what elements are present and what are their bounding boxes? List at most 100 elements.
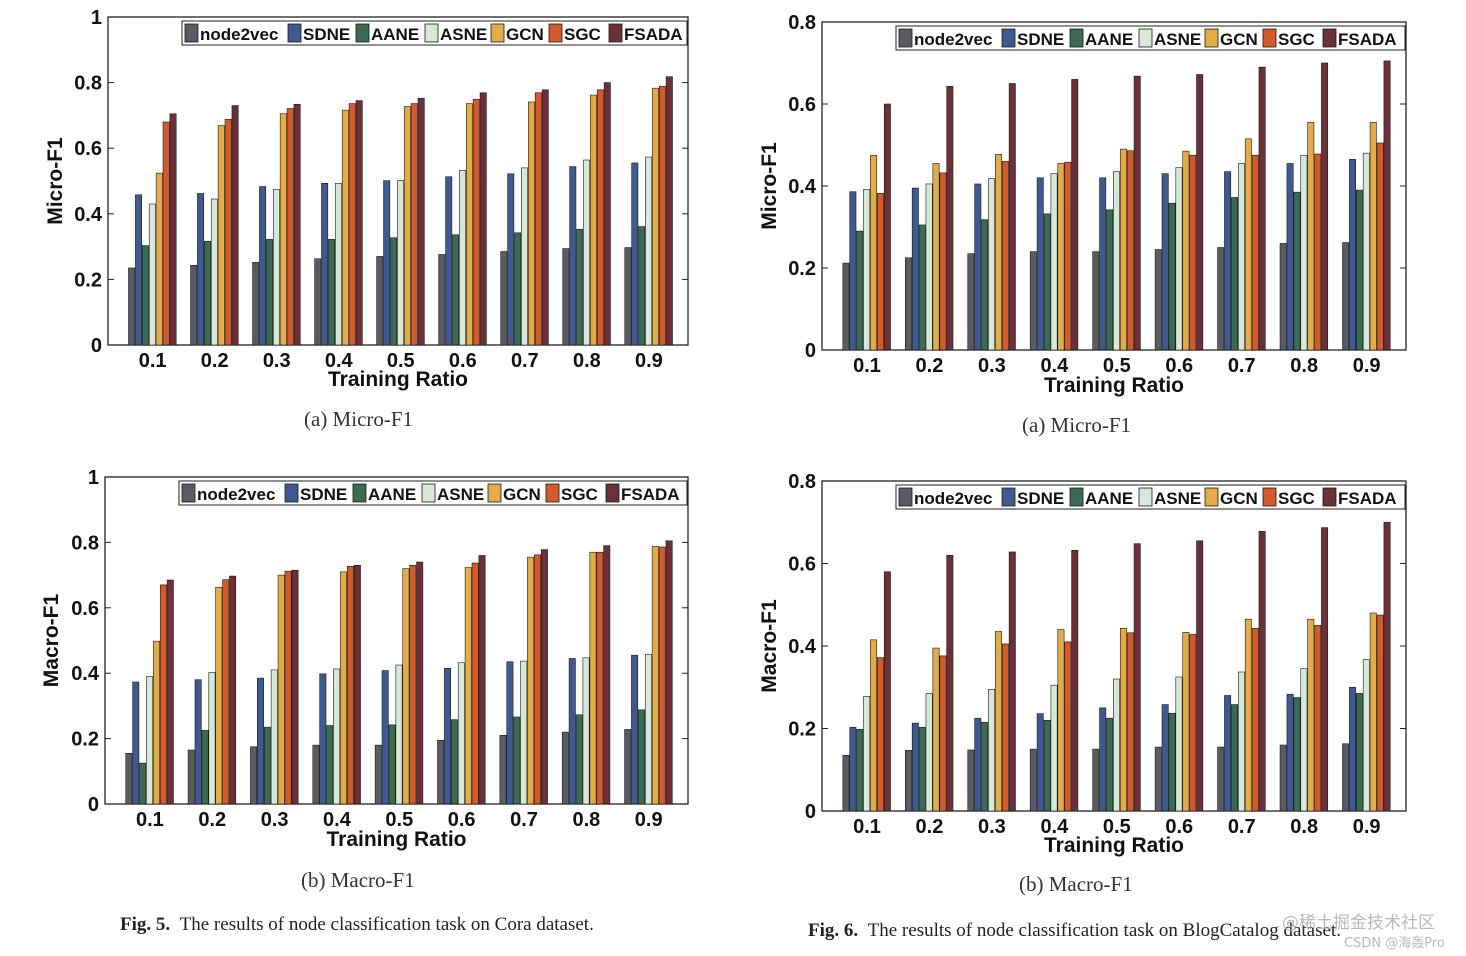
cora-micro-xtick-label: 0.2 xyxy=(201,350,229,372)
cora-micro-bar-aane-0.4 xyxy=(328,239,336,346)
cora-micro-bar-sdne-0.1 xyxy=(135,194,143,346)
cora-macro-legend-label-aane: AANE xyxy=(368,485,416,504)
cora-macro-bar-sdne-0.4 xyxy=(319,673,327,805)
blog-macro-legend-label-asne: ASNE xyxy=(1154,489,1201,508)
cora-macro-bar-sgc-0.4 xyxy=(347,565,354,805)
blog-macro-bar-sdne-0.3 xyxy=(974,717,982,812)
cora-macro-bar-aane-0.3 xyxy=(263,726,271,805)
blog-micro-bar-sdne-0.6 xyxy=(1161,173,1169,351)
cora-macro-subcaption: (b) Macro-F1 xyxy=(301,868,415,892)
blog-macro-bar-node2vec-0.5 xyxy=(1092,748,1100,812)
cora-micro-bar-fsada-0.3 xyxy=(293,103,301,346)
cora-macro-bar-sdne-0.6 xyxy=(444,667,452,805)
cora-micro-legend: node2vec SDNE AANE ASNE GCN SGC FSADA xyxy=(181,20,688,46)
blog-macro-bar-fsada-0.1 xyxy=(883,571,891,812)
blog-micro-legend-label-node2vec: node2vec xyxy=(914,30,992,49)
cora-micro-legend-label-node2vec: node2vec xyxy=(200,25,278,44)
cora-micro-bar-asne-0.7 xyxy=(521,167,529,346)
cora-macro-bar-fsada-0.1 xyxy=(166,579,174,805)
cora-macro-bar-asne-0.7 xyxy=(520,660,528,805)
cora-micro-bar-node2vec-0.6 xyxy=(438,254,446,346)
cora-macro-xtick-label: 0.3 xyxy=(261,809,289,831)
blog-micro-bar-gcn-0.9 xyxy=(1369,122,1377,351)
blog-micro-xtick-label: 0.2 xyxy=(916,355,944,377)
blog-micro-subcaption: (a) Micro-F1 xyxy=(1022,413,1132,437)
blog-macro-ytick-label: 0.2 xyxy=(788,719,816,741)
cora-micro-legend-swatch-asne xyxy=(424,23,439,43)
cora-macro-bar-asne-0.2 xyxy=(208,672,216,805)
blog-micro-bar-sgc-0.7 xyxy=(1251,154,1259,351)
cora-micro-xtick-label: 0.3 xyxy=(263,350,291,372)
blog-micro-bar-sdne-0.8 xyxy=(1286,163,1294,351)
cora-micro-bar-aane-0.9 xyxy=(638,226,646,346)
blog-macro-legend-swatch-sgc xyxy=(1262,487,1277,507)
blog-macro-bar-sgc-0.4 xyxy=(1064,641,1072,812)
cora-micro-bar-gcn-0.5 xyxy=(403,106,411,346)
cora-micro-xtick-label: 0.7 xyxy=(511,350,539,372)
cora-macro-bar-asne-0.3 xyxy=(270,669,278,805)
cora-macro-legend-label-node2vec: node2vec xyxy=(197,485,275,504)
cora-micro-bar-sgc-0.6 xyxy=(472,99,480,346)
blog-macro-bar-sdne-0.6 xyxy=(1161,704,1169,812)
blog-macro-bar-gcn-0.3 xyxy=(995,631,1002,812)
blog-macro-bar-node2vec-0.3 xyxy=(967,749,975,812)
cora-micro-bar-sgc-0.8 xyxy=(596,89,604,346)
blog-macro-bar-node2vec-0.4 xyxy=(1029,748,1037,812)
cora-micro-bar-aane-0.2 xyxy=(204,241,211,346)
blog-micro-bar-gcn-0.7 xyxy=(1244,138,1252,351)
blog-macro-subcaption: (b) Macro-F1 xyxy=(1019,872,1133,896)
blog-macro-bar-aane-0.1 xyxy=(856,729,864,812)
blog-macro-bar-fsada-0.7 xyxy=(1258,531,1266,812)
cora-macro-legend: node2vec SDNE AANE ASNE GCN SGC FSADA xyxy=(178,480,688,506)
blog-micro-bar-sgc-0.1 xyxy=(877,193,884,351)
blog-micro-bar-aane-0.2 xyxy=(918,224,926,351)
cora-macro-bar-gcn-0.9 xyxy=(651,546,659,805)
cora-micro-bar-aane-0.7 xyxy=(514,232,522,346)
fig6-text: The results of node classification task … xyxy=(867,920,1341,941)
blog-macro-legend-label-sgc: SGC xyxy=(1278,489,1315,508)
cora-micro-legend-swatch-gcn xyxy=(490,23,505,43)
cora-micro-bar-sgc-0.2 xyxy=(224,119,232,346)
blog-micro-bar-fsada-0.4 xyxy=(1071,79,1079,351)
blog-micro-xtick-label: 0.7 xyxy=(1228,355,1256,377)
cora-macro-legend-label-sgc: SGC xyxy=(561,485,598,504)
cora-macro-ytick-label: 0.4 xyxy=(71,663,100,685)
cora-macro-xtick-label: 0.5 xyxy=(385,809,413,831)
blog-micro-bar-gcn-0.5 xyxy=(1119,148,1127,351)
cora-macro-bar-sgc-0.9 xyxy=(658,546,666,805)
cora-micro-legend-label-sdne: SDNE xyxy=(303,25,350,44)
cora-macro-legend-swatch-node2vec xyxy=(181,483,196,503)
blog-micro-legend-label-sgc: SGC xyxy=(1278,30,1315,49)
blog-micro-bar-asne-0.8 xyxy=(1300,154,1308,351)
blog-micro-legend-label-fsada: FSADA xyxy=(1338,30,1397,49)
blog-macro-bar-aane-0.3 xyxy=(981,722,989,812)
blog-micro-xlabel: Training Ratio xyxy=(1044,374,1184,397)
cora-micro-bar-node2vec-0.5 xyxy=(376,256,384,346)
cora-micro-xtick-label: 0.6 xyxy=(449,350,477,372)
cora-micro-bar-sdne-0.5 xyxy=(383,180,391,346)
cora-macro-bar-sdne-0.2 xyxy=(194,679,202,805)
blog-micro-legend-label-asne: ASNE xyxy=(1154,30,1201,49)
blog-macro-bar-asne-0.8 xyxy=(1300,668,1308,812)
cora-macro-legend-swatch-sdne xyxy=(284,483,299,503)
blog-macro-bar-aane-0.7 xyxy=(1231,704,1238,812)
blog-macro-bar-node2vec-0.8 xyxy=(1279,744,1287,812)
blog-macro-bar-asne-0.5 xyxy=(1113,678,1120,812)
blog-macro-legend-swatch-gcn xyxy=(1204,487,1219,507)
blog-micro-bar-aane-0.4 xyxy=(1043,213,1051,351)
blog-macro-legend-swatch-sdne xyxy=(1001,487,1016,507)
watermark-line1: @稀土掘金技术社区 xyxy=(1282,913,1435,933)
fig5-label: Fig. 5. xyxy=(120,914,171,935)
cora-micro-bar-aane-0.5 xyxy=(390,237,398,346)
blog-macro-xtick-label: 0.9 xyxy=(1353,816,1381,838)
cora-macro-bar-sdne-0.7 xyxy=(506,661,514,805)
blog-macro-legend-label-gcn: GCN xyxy=(1220,489,1258,508)
cora-micro-bar-aane-0.6 xyxy=(452,234,460,346)
cora-micro-legend-label-gcn: GCN xyxy=(506,25,544,44)
cora-macro-bar-fsada-0.3 xyxy=(291,569,299,805)
blog-macro-bar-asne-0.1 xyxy=(863,696,871,812)
blog-micro-bar-node2vec-0.8 xyxy=(1279,243,1287,351)
cora-macro-legend-label-gcn: GCN xyxy=(503,485,541,504)
blog-micro-bar-fsada-0.5 xyxy=(1133,75,1141,351)
